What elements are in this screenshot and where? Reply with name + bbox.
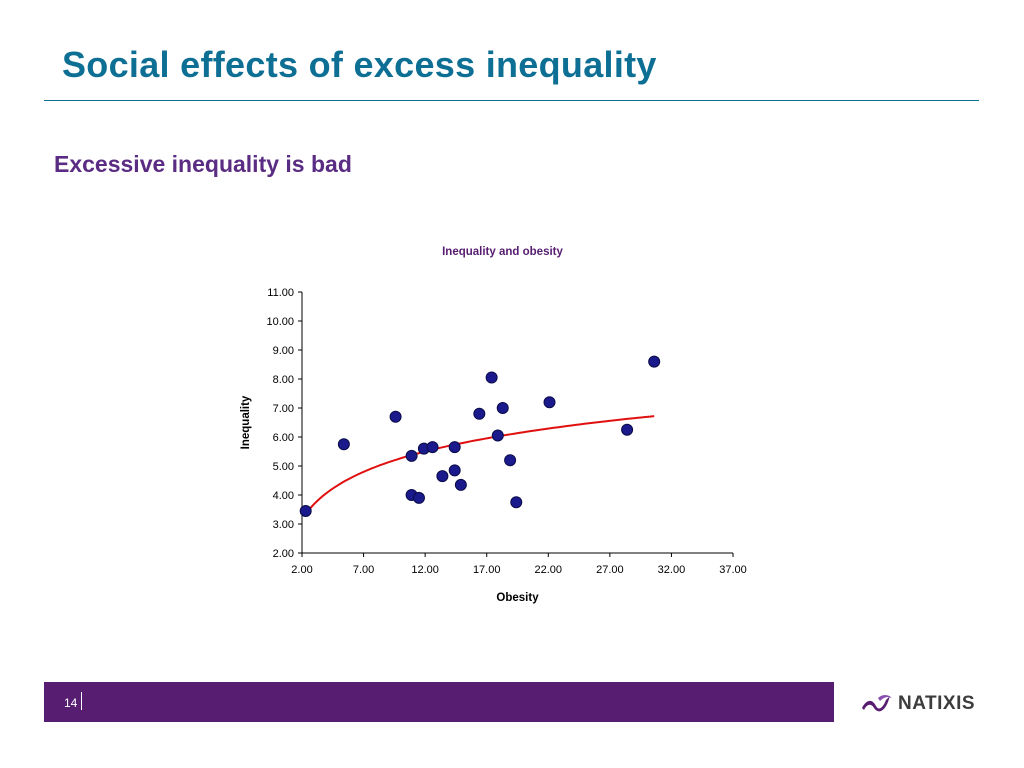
data-point [426,441,439,454]
y-tick-label: 4.00 [273,490,294,502]
scatter-chart: Inequality and obesity 2.00 3.00 4.00 5.00 6.… [230,236,770,616]
x-tick-label: 2.00 [291,564,312,576]
page-number-divider [81,692,82,710]
x-tick-label: 27.00 [596,564,624,576]
y-tick-label: 2.00 [273,548,294,560]
slide-title: Social effects of excess inequality [62,44,657,85]
data-point [543,396,556,409]
data-point [510,496,523,509]
data-point [412,491,425,504]
y-tick-label: 8.00 [273,374,294,386]
footer-band: 14 [44,682,834,722]
chart-canvas: Inequality and obesity 2.00 3.00 4.00 5.00 6.… [240,246,747,604]
y-tick-label: 11.00 [267,287,294,299]
data-point [485,371,498,384]
chart-title: Inequality and obesity [442,246,563,258]
data-point [337,438,350,451]
y-tick-label: 9.00 [273,345,294,357]
data-point [648,355,661,368]
data-point [454,478,467,491]
x-tick-label: 22.00 [535,564,563,576]
y-axis-label: Inequality [240,395,252,449]
data-point [448,464,461,477]
x-tick-label: 32.00 [658,564,686,576]
x-axis-label: Obesity [496,592,539,604]
slide-subtitle: Excessive inequality is bad [54,151,352,177]
x-tick-label: 7.00 [353,564,374,576]
title-divider [44,100,979,101]
y-tick-label: 7.00 [273,403,294,415]
data-point [436,470,449,483]
logo-text: NATIXIS [898,693,976,714]
data-point [473,407,486,420]
data-point [621,423,634,436]
data-point [496,402,509,414]
page-number: 14 [64,696,78,710]
y-tick-label: 3.00 [273,519,294,531]
data-point [448,441,461,454]
x-tick-label: 37.00 [719,564,747,576]
data-point [504,454,517,467]
natixis-logo-icon [862,695,892,712]
data-point [299,504,312,517]
data-point [389,410,402,423]
y-tick-label: 10.00 [266,316,294,328]
natixis-logo: NATIXIS [860,690,975,718]
trendline [304,415,655,515]
y-tick-label: 6.00 [273,432,294,444]
x-tick-label: 12.00 [411,564,439,576]
y-tick-label: 5.00 [273,461,294,473]
x-tick-label: 17.00 [473,564,501,576]
data-point [405,449,418,462]
data-point [491,429,504,442]
